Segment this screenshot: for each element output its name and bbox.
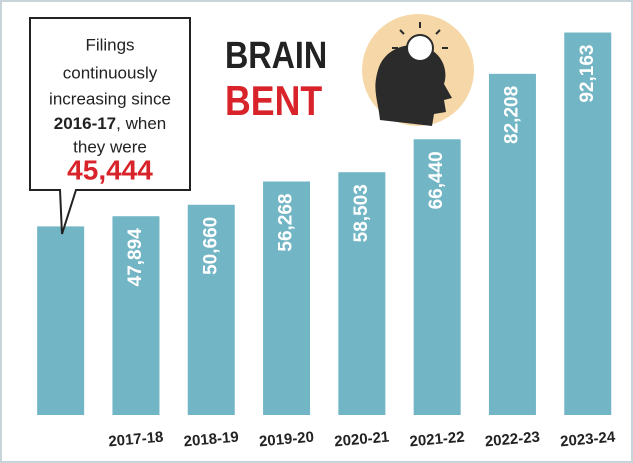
bar: [263, 181, 311, 415]
value-label: 92,163: [577, 45, 598, 103]
x-tick-label: 2021-22: [409, 429, 465, 451]
x-tick-label: 2018-19: [183, 429, 239, 451]
callout: [29, 17, 191, 235]
callout-line: increasing since: [49, 89, 171, 108]
x-tick-label: 2022-23: [484, 429, 540, 451]
title-line: BRAIN: [225, 35, 327, 77]
x-tick-label: 2023-24: [560, 429, 617, 451]
x-tick-label: 2017-18: [108, 429, 164, 451]
value-label: 66,440: [426, 151, 447, 209]
callout-value: 45,444: [67, 154, 153, 185]
value-label: 50,660: [200, 217, 221, 275]
x-tick-label: 2019-20: [258, 429, 314, 451]
value-label: 82,208: [501, 86, 522, 144]
value-label: 47,894: [125, 228, 146, 287]
value-label: 58,503: [351, 184, 372, 242]
bars: [37, 32, 612, 416]
title-line: BENT: [225, 78, 322, 124]
value-label: 56,268: [276, 193, 297, 251]
bar: [112, 216, 160, 415]
icon: [362, 14, 474, 126]
bar: [187, 204, 235, 415]
callout-rest: , when: [116, 114, 166, 133]
bar: [37, 226, 85, 415]
callout-line: they were: [73, 137, 147, 156]
bar: [488, 73, 536, 416]
callout-bold: 2016-17: [54, 114, 116, 133]
callout-line: 2016-17, when: [54, 114, 166, 133]
bar: [564, 32, 612, 415]
callout-line: continuously: [63, 63, 158, 82]
x-tick-label: 2020-21: [334, 429, 390, 451]
bar: [413, 139, 461, 416]
bar: [338, 172, 386, 415]
callout-line: Filings: [85, 35, 134, 54]
